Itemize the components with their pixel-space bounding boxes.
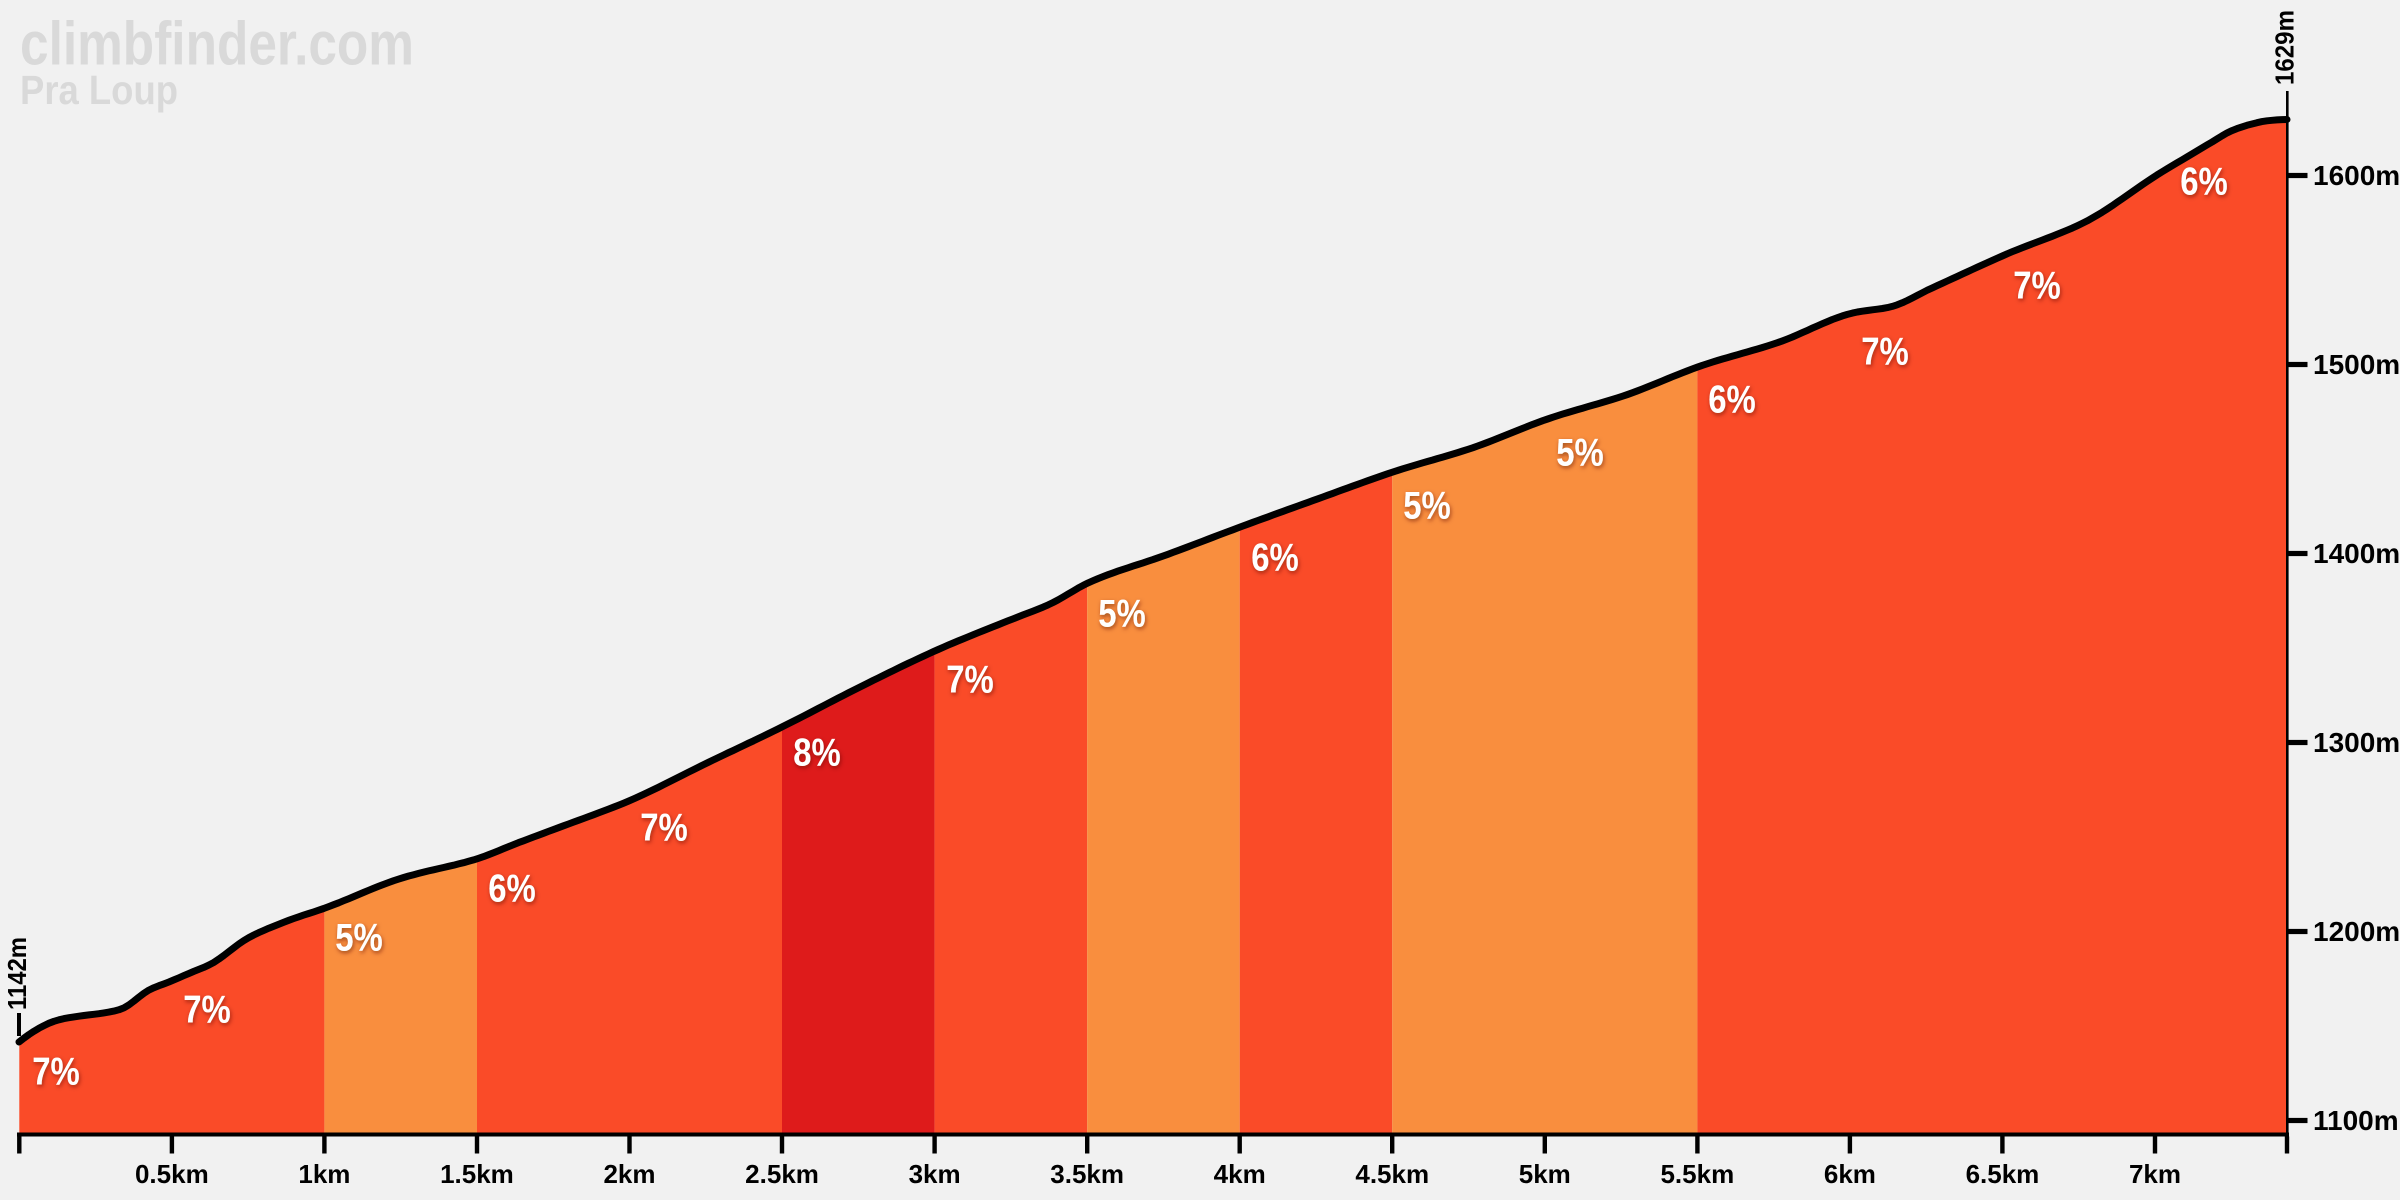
svg-text:7%: 7% <box>946 659 994 702</box>
svg-text:5km: 5km <box>1519 1159 1571 1189</box>
svg-text:1500m: 1500m <box>2313 349 2400 380</box>
svg-text:1200m: 1200m <box>2313 916 2400 947</box>
svg-text:climbfinder.com: climbfinder.com <box>20 10 414 78</box>
svg-text:1600m: 1600m <box>2313 160 2400 191</box>
svg-text:5%: 5% <box>1403 485 1451 528</box>
svg-text:4.5km: 4.5km <box>1355 1159 1429 1189</box>
svg-text:5%: 5% <box>1556 432 1604 475</box>
svg-text:7%: 7% <box>1861 331 1909 374</box>
svg-text:Pra Loup: Pra Loup <box>20 67 178 113</box>
svg-text:1km: 1km <box>298 1159 350 1189</box>
svg-text:7%: 7% <box>640 807 688 850</box>
svg-text:5%: 5% <box>1098 593 1146 636</box>
svg-text:1142m: 1142m <box>2 937 32 1010</box>
svg-text:2km: 2km <box>603 1159 655 1189</box>
svg-text:3km: 3km <box>909 1159 961 1189</box>
svg-text:2.5km: 2.5km <box>745 1159 819 1189</box>
svg-text:7%: 7% <box>32 1051 80 1094</box>
svg-text:5%: 5% <box>335 917 383 960</box>
svg-text:4km: 4km <box>1214 1159 1266 1189</box>
svg-text:7%: 7% <box>2013 265 2061 308</box>
svg-text:1300m: 1300m <box>2313 727 2400 758</box>
svg-text:7%: 7% <box>183 989 231 1032</box>
svg-text:1100m: 1100m <box>2313 1105 2399 1136</box>
svg-text:6%: 6% <box>2180 161 2228 204</box>
svg-text:0.5km: 0.5km <box>135 1159 209 1189</box>
svg-text:1629m: 1629m <box>2270 10 2300 85</box>
svg-text:7km: 7km <box>2129 1159 2181 1189</box>
svg-text:6.5km: 6.5km <box>1966 1159 2040 1189</box>
svg-text:6km: 6km <box>1824 1159 1876 1189</box>
svg-text:6%: 6% <box>488 868 536 911</box>
svg-text:3.5km: 3.5km <box>1050 1159 1124 1189</box>
svg-text:5.5km: 5.5km <box>1660 1159 1734 1189</box>
svg-text:6%: 6% <box>1708 379 1756 422</box>
svg-text:1.5km: 1.5km <box>440 1159 514 1189</box>
svg-text:8%: 8% <box>793 732 841 775</box>
svg-text:6%: 6% <box>1251 537 1299 580</box>
svg-text:1400m: 1400m <box>2313 538 2400 569</box>
